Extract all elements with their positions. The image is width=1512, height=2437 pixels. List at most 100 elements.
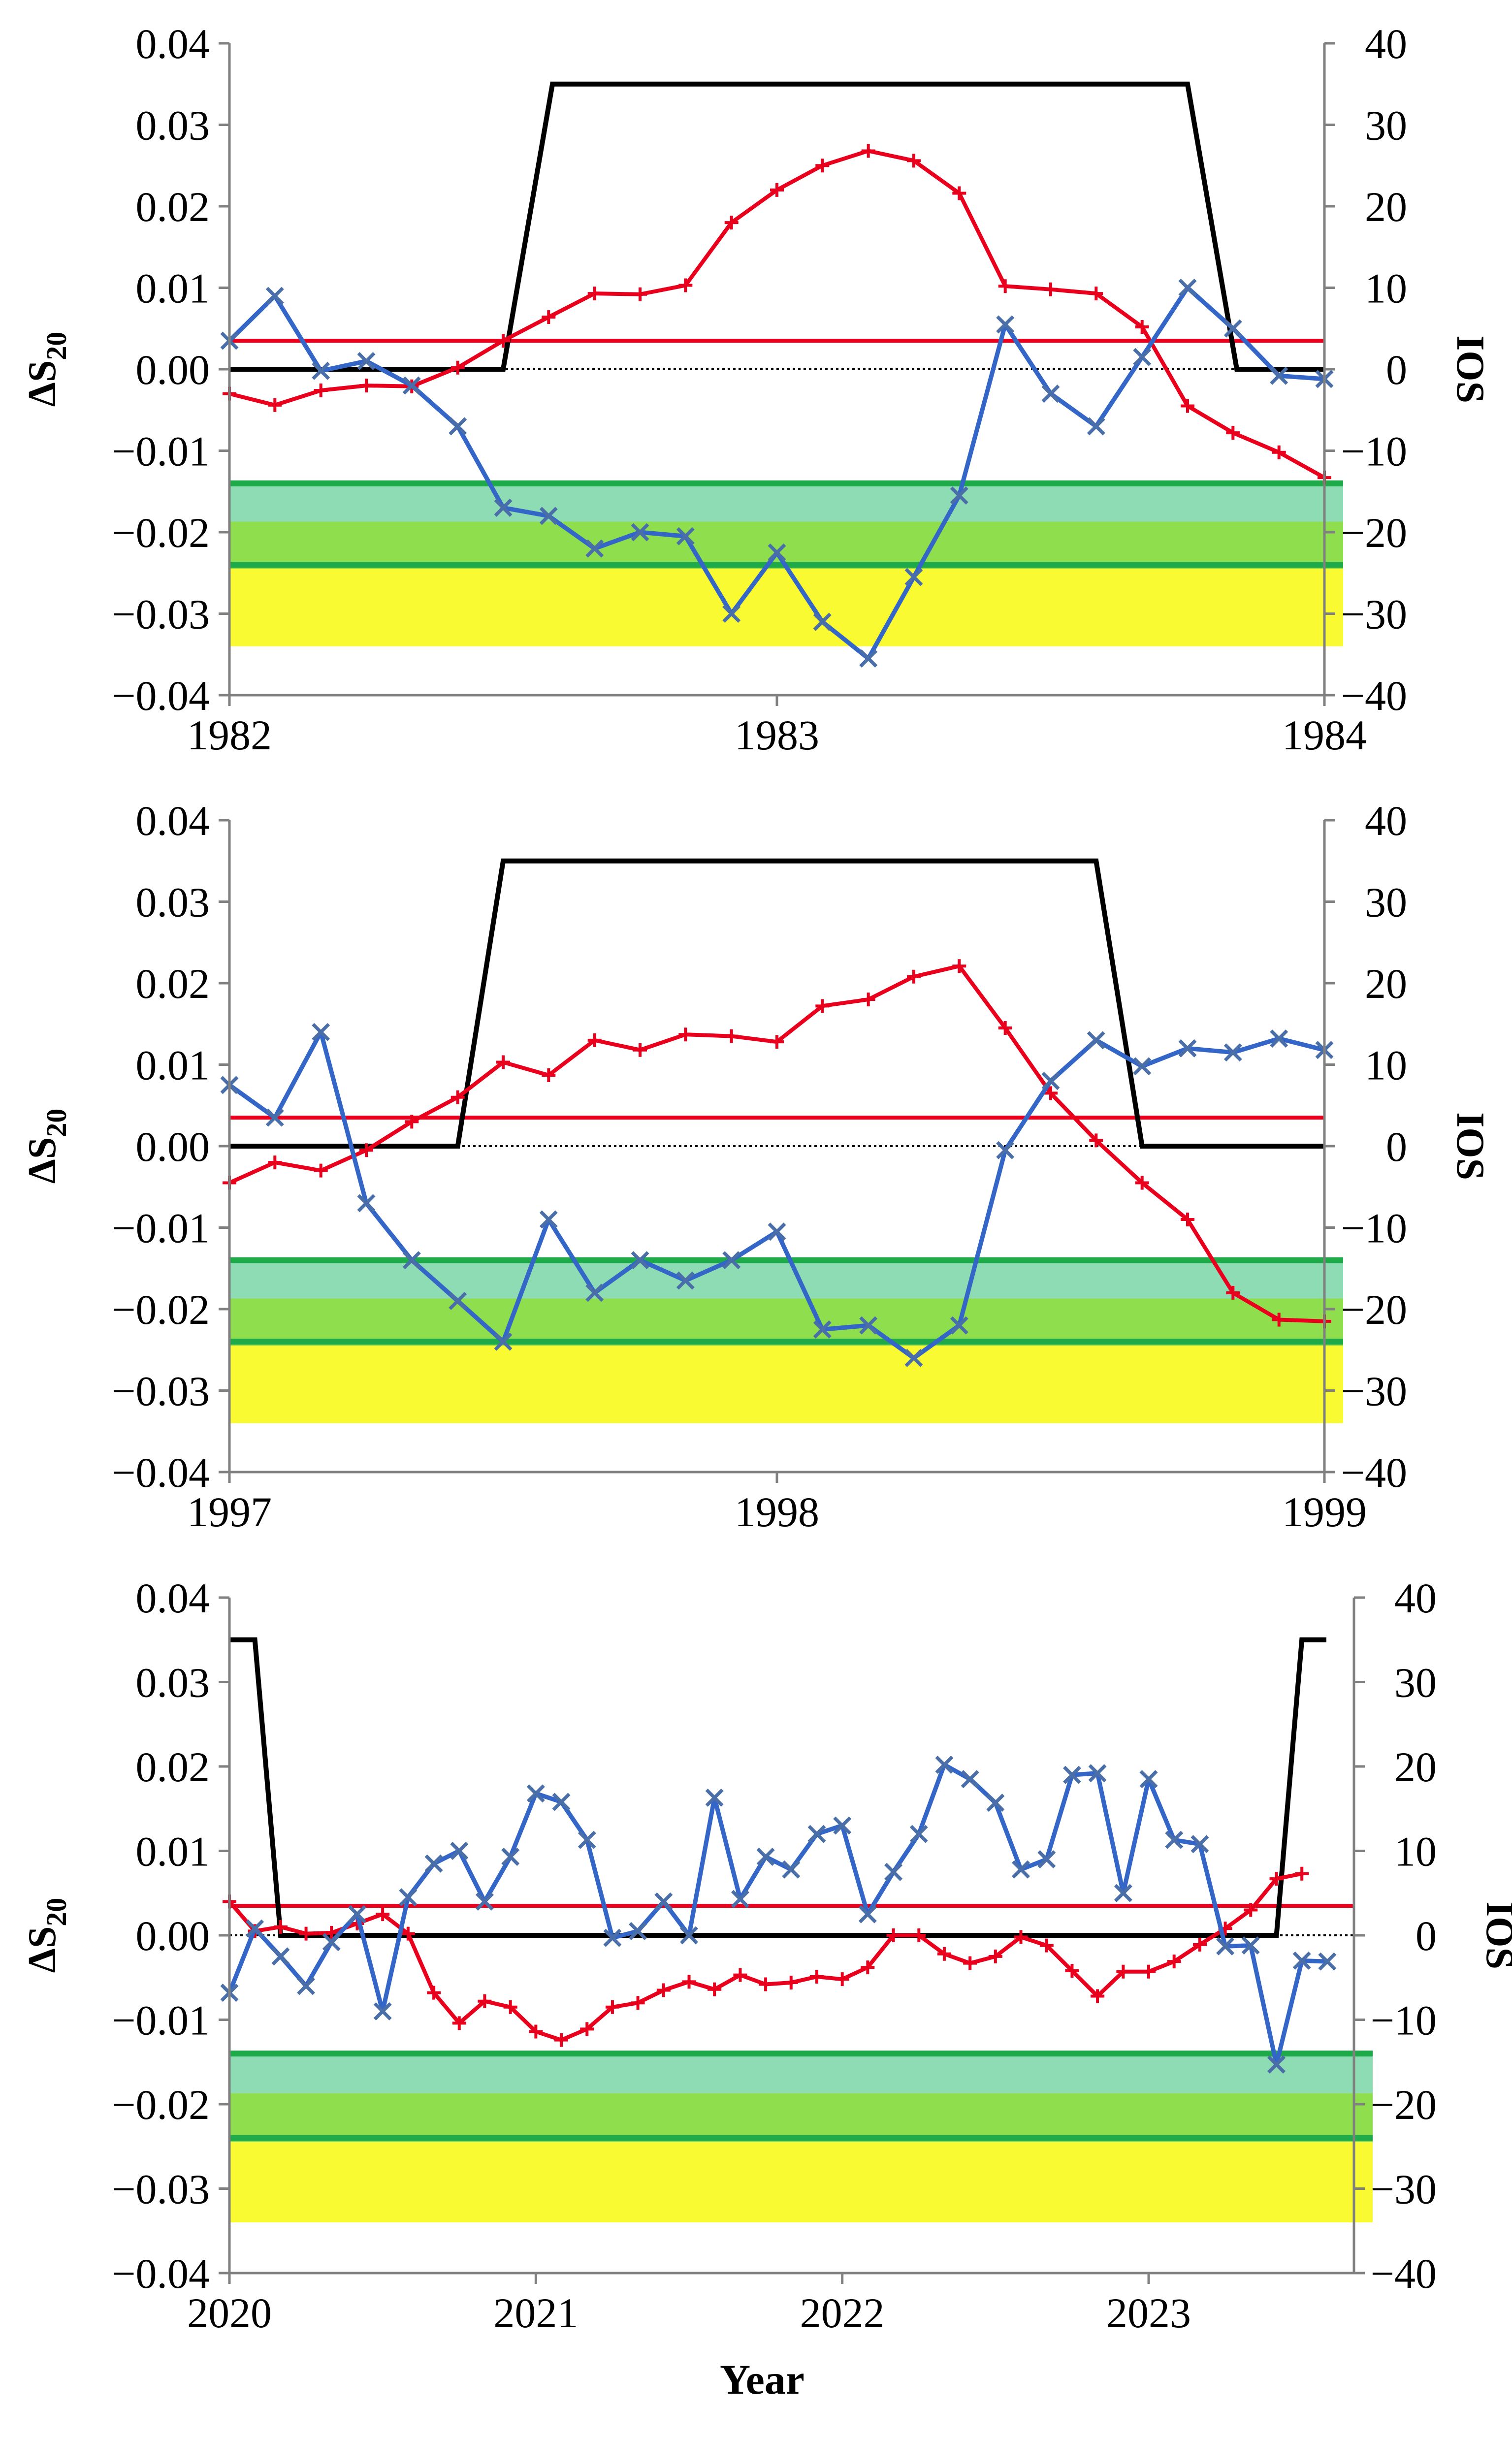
ios-point bbox=[629, 1922, 647, 1940]
event-indicator-line bbox=[229, 1637, 1326, 1938]
ds20-point bbox=[633, 287, 647, 301]
ds20-point bbox=[759, 1977, 773, 1991]
y-left-tick-label: 0.04 bbox=[136, 1574, 210, 1622]
ios-point bbox=[1267, 2055, 1286, 2074]
ios-point bbox=[859, 649, 878, 668]
ds20-point bbox=[937, 1947, 951, 1961]
ds20-point bbox=[529, 2024, 543, 2039]
ds20-point bbox=[1226, 1285, 1240, 1300]
ds20-point bbox=[496, 334, 510, 348]
ios-point bbox=[501, 1848, 520, 1866]
ds20-point bbox=[1244, 1903, 1258, 1917]
ds20-point bbox=[1044, 1086, 1058, 1100]
y-right-tick-label: 40 bbox=[1394, 1574, 1437, 1622]
ios-point bbox=[1270, 366, 1288, 385]
ds20-point bbox=[724, 216, 739, 230]
y-axis-right-label: IOS bbox=[1448, 1112, 1492, 1180]
ios-point bbox=[756, 1848, 775, 1866]
y-right-tick-label: −30 bbox=[1341, 1368, 1407, 1415]
ios-point bbox=[722, 1251, 741, 1270]
ds20-point bbox=[708, 1982, 722, 1996]
y-left-tick-label: 0.01 bbox=[136, 1042, 210, 1089]
ds20-point bbox=[427, 1986, 441, 2000]
ds20-point bbox=[815, 159, 830, 173]
y-right-tick-label: −10 bbox=[1370, 1997, 1437, 2044]
ds20-point bbox=[587, 1033, 602, 1047]
ios-point bbox=[631, 523, 649, 542]
y-right-tick-label: −20 bbox=[1341, 509, 1407, 556]
ds20-point bbox=[542, 310, 556, 324]
chart-panel-2020-2023: 0.04 0.03 0.02 0.01 0.00 −0.01 −0.02 −0.03 −0.04… bbox=[21, 1574, 1512, 2403]
ds20-point bbox=[1116, 1964, 1130, 1979]
ios-point bbox=[475, 1892, 494, 1911]
ds20-point bbox=[815, 999, 830, 1013]
ios-point bbox=[449, 417, 467, 436]
ios-point bbox=[424, 1854, 443, 1873]
y-axis-left-label: ΔS20 bbox=[21, 332, 72, 407]
band-yellow bbox=[229, 1346, 1343, 1423]
ds20-point bbox=[359, 379, 373, 393]
event-indicator-line bbox=[229, 858, 1324, 1149]
ds20-point bbox=[784, 1976, 798, 1990]
ds20-point bbox=[503, 2000, 517, 2014]
y-right-tick-label: −10 bbox=[1341, 1205, 1407, 1252]
band-teal bbox=[229, 2053, 1373, 2093]
ios-point bbox=[1223, 319, 1242, 338]
ds20-point bbox=[273, 1920, 288, 1934]
ios-point bbox=[631, 1251, 649, 1270]
ios-point bbox=[1087, 417, 1105, 436]
ds20-point bbox=[952, 186, 966, 200]
y-left-tick-label: 0.02 bbox=[136, 183, 210, 230]
ios-point bbox=[1062, 1765, 1081, 1784]
ios-point bbox=[768, 543, 786, 562]
y-axis-right-label: IOS bbox=[1448, 335, 1492, 403]
ds20-point bbox=[554, 2033, 568, 2047]
ios-point bbox=[603, 1928, 622, 1947]
ios-point bbox=[680, 1926, 698, 1945]
ios-point bbox=[731, 1890, 749, 1908]
ds20-point bbox=[268, 398, 282, 412]
y-right-tick-label: 0 bbox=[1415, 1912, 1437, 1959]
ios-point bbox=[935, 1756, 954, 1774]
y-left-tick-label: −0.03 bbox=[112, 591, 210, 638]
ds20-point bbox=[998, 1021, 1012, 1035]
ios-point bbox=[996, 315, 1015, 334]
x-tick-label: 1984 bbox=[1282, 711, 1367, 759]
ios-point bbox=[1041, 385, 1060, 403]
band-green bbox=[229, 2093, 1373, 2143]
ios-point bbox=[1270, 1029, 1288, 1048]
ds20-point bbox=[835, 1972, 849, 1987]
band-green bbox=[229, 1298, 1343, 1346]
ios-point bbox=[859, 1316, 878, 1335]
x-tick-label: 2023 bbox=[1106, 2289, 1191, 2337]
ios-point bbox=[884, 1862, 903, 1881]
ios-point bbox=[402, 1251, 421, 1270]
y-left-tick-label: −0.03 bbox=[112, 1368, 210, 1415]
ds20-point bbox=[401, 1926, 415, 1941]
ios-point bbox=[813, 612, 832, 631]
y-left-tick-label: −0.04 bbox=[112, 1449, 210, 1496]
ds20-point bbox=[678, 278, 693, 292]
band-yellow bbox=[229, 569, 1343, 646]
y-axis-left-label: ΔS20 bbox=[21, 1109, 72, 1184]
ds20-point bbox=[478, 1994, 492, 2008]
ds20-point bbox=[1192, 1937, 1207, 1952]
y-left-tick-label: 0.00 bbox=[136, 1123, 210, 1170]
ds20-point bbox=[810, 1970, 824, 1984]
y-right-tick-label: 0 bbox=[1386, 346, 1407, 393]
ds20-point bbox=[1167, 1955, 1181, 1969]
x-tick-label: 1983 bbox=[735, 711, 819, 759]
ds20-point bbox=[452, 2016, 466, 2030]
y-right-tick-label: 30 bbox=[1365, 879, 1407, 926]
ds20-point bbox=[605, 2000, 619, 2014]
chart-panel-1997-1999: 0.04 0.03 0.02 0.01 0.00 −0.01 −0.02 −0.03 −0.04… bbox=[21, 797, 1492, 1536]
y-left-tick-label: 0.02 bbox=[136, 1743, 210, 1791]
band-teal bbox=[229, 483, 1343, 522]
ios-point bbox=[297, 1977, 316, 1995]
ios-point bbox=[399, 1888, 418, 1907]
ds20-point bbox=[633, 1043, 647, 1057]
x-tick-label: 2022 bbox=[800, 2289, 885, 2337]
y-right-tick-label: 0 bbox=[1386, 1123, 1407, 1170]
ds20-point bbox=[631, 1996, 645, 2010]
ios-point bbox=[1139, 1770, 1158, 1789]
